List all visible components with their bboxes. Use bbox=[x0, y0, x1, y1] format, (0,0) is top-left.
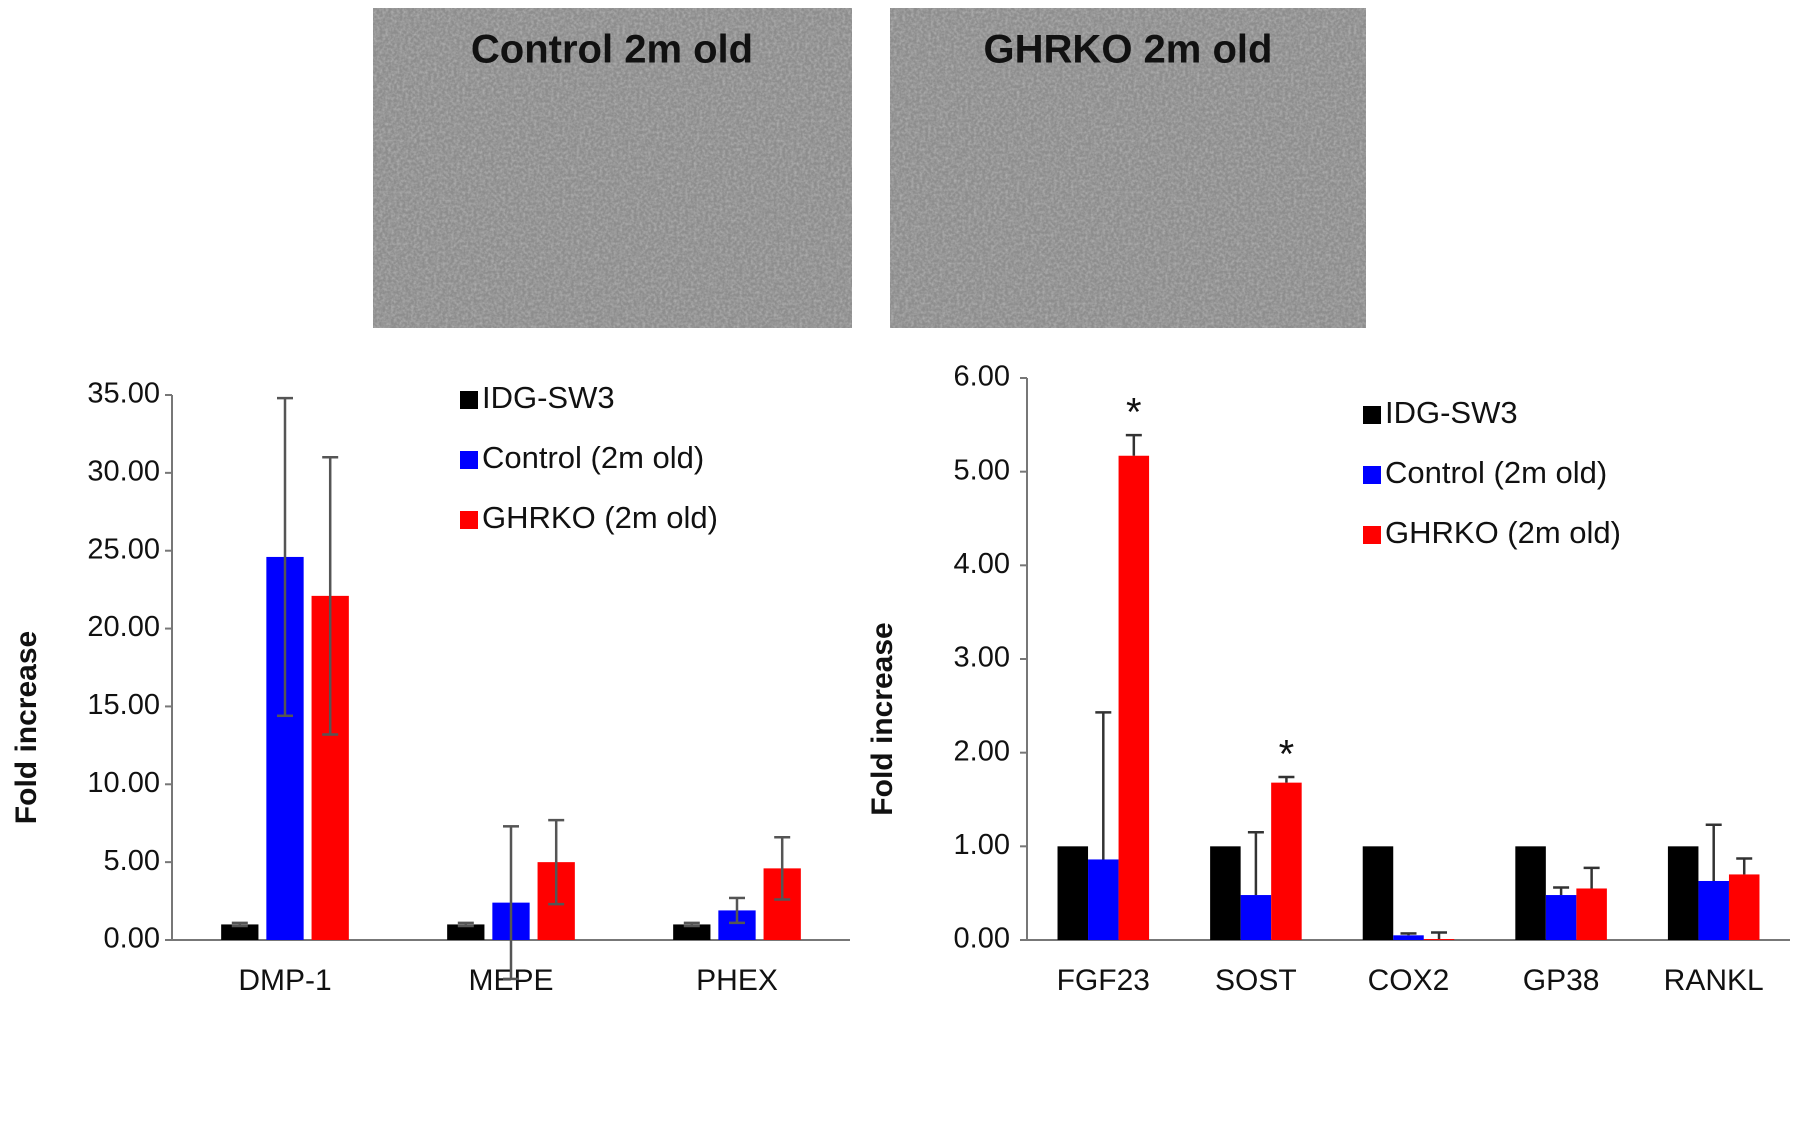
legend-label: Control (2m old) bbox=[482, 440, 704, 475]
y-tick-label: 10.00 bbox=[87, 767, 160, 799]
bar bbox=[1088, 859, 1119, 940]
bar bbox=[1423, 939, 1455, 940]
legend-label: IDG-SW3 bbox=[1385, 395, 1518, 430]
bar bbox=[1698, 880, 1729, 940]
y-tick-label: 15.00 bbox=[87, 689, 160, 721]
error-bar bbox=[1583, 866, 1600, 889]
x-tick-label: RANKL bbox=[1664, 964, 1764, 997]
legend-label: Control (2m old) bbox=[1385, 455, 1607, 490]
error-bar bbox=[322, 456, 339, 736]
y-tick-label: 25.00 bbox=[87, 533, 160, 565]
bar bbox=[221, 924, 259, 940]
y-axis-label: Fold increase bbox=[10, 631, 43, 824]
legend-label: GHRKO (2m old) bbox=[1385, 515, 1621, 550]
error-bar bbox=[548, 818, 565, 906]
significance-mark: * bbox=[1126, 391, 1142, 435]
bar bbox=[1728, 874, 1760, 940]
y-tick-label: 35.00 bbox=[87, 378, 160, 410]
y-tick-label: 6.00 bbox=[954, 361, 1010, 393]
y-tick-label: 3.00 bbox=[954, 642, 1010, 674]
legend-swatch bbox=[1363, 526, 1381, 544]
bar bbox=[1667, 846, 1699, 940]
y-tick-label: 5.00 bbox=[104, 845, 160, 877]
bar bbox=[1057, 846, 1089, 940]
legend-swatch bbox=[1363, 406, 1381, 424]
error-bar bbox=[1278, 775, 1295, 783]
y-tick-label: 30.00 bbox=[87, 456, 160, 488]
legend-swatch bbox=[460, 391, 478, 409]
error-bar bbox=[1736, 857, 1753, 875]
legend-label: GHRKO (2m old) bbox=[482, 500, 718, 535]
micrograph: Control 2m old bbox=[373, 8, 852, 328]
error-bar bbox=[683, 921, 700, 928]
x-tick-label: SOST bbox=[1215, 964, 1297, 997]
error-bar bbox=[1431, 931, 1448, 940]
error-bar bbox=[1247, 831, 1264, 896]
legend-swatch bbox=[460, 511, 478, 529]
y-tick-label: 0.00 bbox=[954, 923, 1010, 955]
x-tick-label: DMP-1 bbox=[238, 964, 331, 997]
image-label: GHRKO 2m old bbox=[984, 28, 1273, 72]
legend-swatch bbox=[460, 451, 478, 469]
error-bar bbox=[457, 921, 474, 928]
error-bar bbox=[277, 396, 293, 718]
bar bbox=[1362, 846, 1394, 940]
y-tick-label: 1.00 bbox=[954, 829, 1010, 861]
x-tick-label: GP38 bbox=[1523, 964, 1600, 997]
bar bbox=[1240, 895, 1272, 940]
y-tick-label: 0.00 bbox=[104, 923, 160, 955]
error-bar bbox=[231, 921, 248, 928]
bar bbox=[1271, 782, 1302, 940]
legend-swatch bbox=[1363, 466, 1381, 484]
x-tick-label: PHEX bbox=[696, 964, 778, 997]
error-bar bbox=[1095, 711, 1112, 860]
error-bar bbox=[774, 835, 791, 901]
legend-label: IDG-SW3 bbox=[482, 380, 615, 415]
bar bbox=[1210, 846, 1241, 940]
bar bbox=[1545, 895, 1577, 940]
error-bar bbox=[1553, 886, 1570, 896]
bar bbox=[1118, 455, 1150, 940]
error-bar bbox=[1705, 823, 1722, 881]
micrograph: GHRKO 2m old bbox=[890, 8, 1366, 328]
bar bbox=[1393, 935, 1424, 940]
significance-mark: * bbox=[1279, 733, 1295, 777]
bar bbox=[447, 924, 485, 940]
y-axis-label: Fold increase bbox=[866, 622, 899, 815]
y-tick-label: 5.00 bbox=[954, 454, 1010, 486]
error-bar bbox=[729, 896, 745, 925]
bar bbox=[1576, 888, 1607, 940]
y-tick-label: 2.00 bbox=[954, 735, 1010, 767]
x-tick-label: COX2 bbox=[1368, 964, 1450, 997]
x-tick-label: FGF23 bbox=[1057, 964, 1150, 997]
y-tick-label: 20.00 bbox=[87, 611, 160, 643]
chart: 0.00 1.00 2.00 3.00 4.00 5.00 6.00 Fold increas… bbox=[866, 361, 1790, 997]
error-bar bbox=[1400, 932, 1417, 936]
bar bbox=[1515, 846, 1546, 940]
chart: 0.00 5.00 10.00 15.00 20.00 25.00 30.00 35.00 Fo… bbox=[10, 378, 850, 997]
error-bar bbox=[503, 825, 519, 981]
image-label: Control 2m old bbox=[471, 28, 753, 72]
error-bar bbox=[1125, 433, 1142, 456]
y-tick-label: 4.00 bbox=[954, 548, 1010, 580]
bar bbox=[673, 924, 711, 940]
